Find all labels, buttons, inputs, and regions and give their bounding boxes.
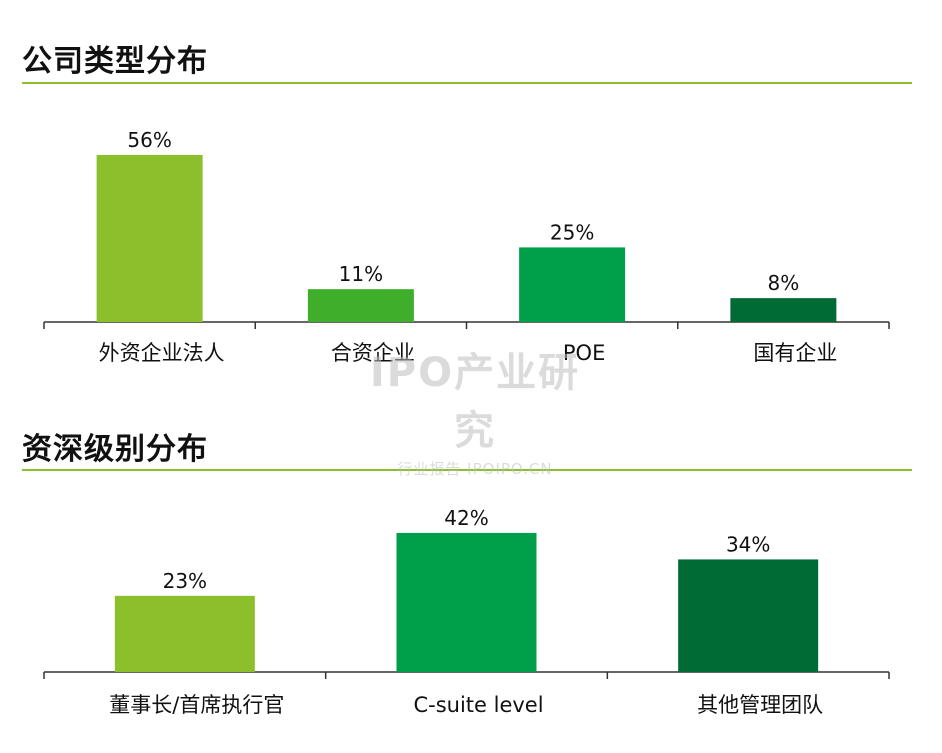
bar — [396, 532, 537, 672]
category-label: 董事长/首席执行官 — [109, 693, 284, 717]
bar — [678, 559, 819, 672]
chart-title-company-type: 公司类型分布 — [22, 44, 208, 79]
category-label: 其他管理团队 — [697, 693, 823, 717]
title-underline — [22, 469, 912, 471]
bar-value-label: 42% — [444, 506, 488, 530]
title-underline — [22, 82, 912, 84]
category-label: 国有企业 — [753, 341, 837, 365]
bar — [307, 289, 414, 322]
category-label: POE — [563, 341, 605, 365]
category-label: C-suite level — [413, 693, 543, 717]
bar — [96, 154, 203, 322]
category-label: 外资企业法人 — [99, 341, 225, 365]
bar — [730, 298, 837, 322]
bar-value-label: 25% — [550, 220, 594, 244]
bar-value-label: 8% — [768, 271, 800, 295]
bar — [519, 247, 626, 322]
chart-title-seniority: 资深级别分布 — [22, 432, 208, 467]
bar-value-label: 56% — [127, 128, 171, 152]
category-label: 合资企业 — [331, 341, 415, 365]
bar-value-label: 34% — [726, 532, 770, 556]
bar-value-label: 11% — [339, 262, 383, 286]
bar — [114, 595, 255, 672]
bar-value-label: 23% — [163, 569, 207, 593]
